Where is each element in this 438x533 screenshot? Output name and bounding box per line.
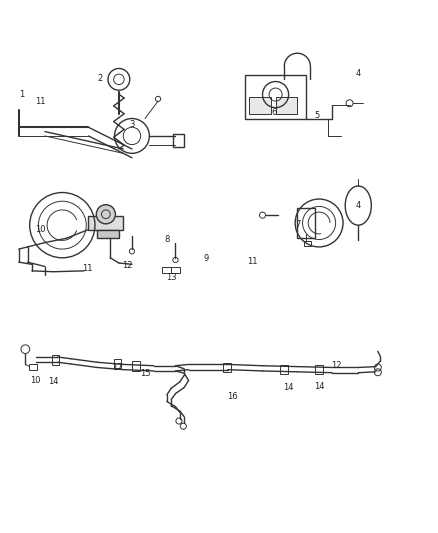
- Bar: [280, 365, 288, 375]
- Text: 7: 7: [295, 220, 300, 229]
- Text: 2: 2: [97, 74, 102, 83]
- Text: 15: 15: [140, 369, 150, 377]
- Text: 12: 12: [331, 361, 342, 370]
- Text: 3: 3: [130, 120, 135, 129]
- Text: 8: 8: [165, 235, 170, 244]
- Text: 14: 14: [283, 383, 294, 392]
- Text: 9: 9: [204, 254, 209, 263]
- Text: 11: 11: [82, 264, 92, 273]
- Bar: [171, 266, 180, 272]
- Text: 11: 11: [247, 257, 258, 266]
- Text: 12: 12: [122, 261, 133, 270]
- Bar: [315, 365, 322, 375]
- Bar: [114, 359, 120, 368]
- Text: 10: 10: [30, 376, 40, 385]
- Bar: [162, 266, 171, 272]
- Text: 5: 5: [314, 110, 319, 119]
- Bar: [304, 241, 311, 246]
- Bar: [173, 134, 184, 147]
- Text: 4: 4: [356, 201, 361, 210]
- Text: 6: 6: [271, 108, 277, 117]
- Bar: [132, 361, 140, 371]
- Text: 11: 11: [35, 98, 46, 107]
- Bar: [297, 208, 315, 238]
- Circle shape: [96, 205, 116, 224]
- Bar: [245, 75, 306, 118]
- Text: 16: 16: [227, 392, 237, 401]
- Text: 17: 17: [113, 363, 123, 372]
- Text: 14: 14: [48, 377, 59, 386]
- Bar: [223, 362, 231, 372]
- Text: 13: 13: [166, 273, 177, 282]
- Bar: [52, 356, 59, 365]
- Bar: [29, 365, 37, 370]
- Bar: [250, 97, 271, 114]
- Text: 4: 4: [356, 69, 361, 78]
- Text: 10: 10: [35, 225, 46, 234]
- Bar: [97, 230, 119, 238]
- Text: 14: 14: [314, 382, 325, 391]
- Text: 1: 1: [19, 90, 24, 99]
- Bar: [276, 97, 297, 114]
- Bar: [88, 216, 123, 230]
